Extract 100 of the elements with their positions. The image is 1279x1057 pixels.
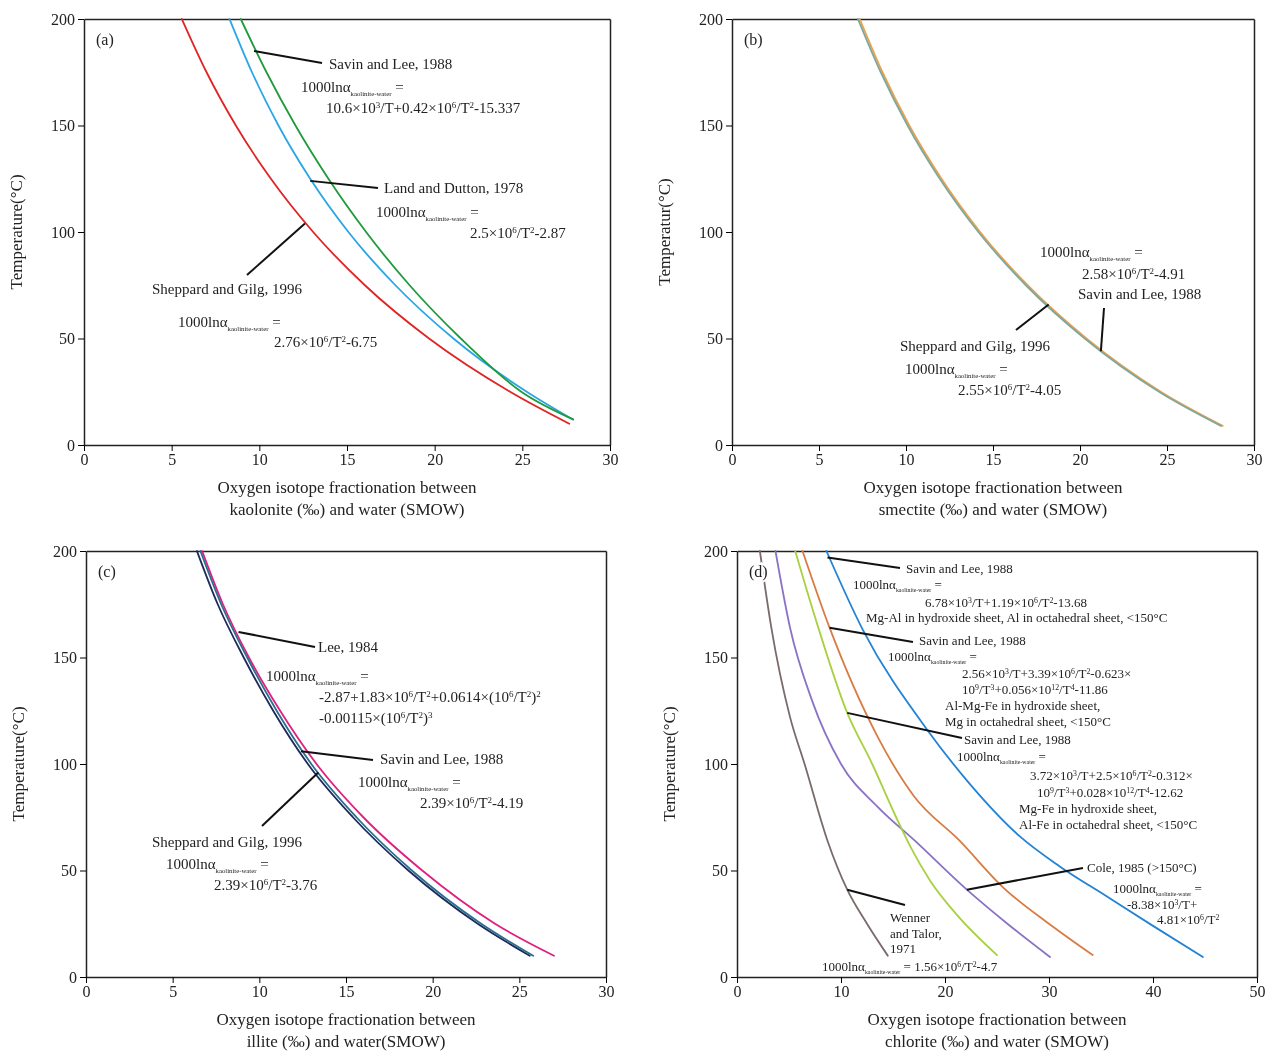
y-tick-label: 150	[704, 649, 728, 667]
x-tick-label: 25	[511, 983, 528, 1001]
y-tick-label: 200	[51, 10, 75, 28]
y-tick-label: 150	[699, 117, 723, 135]
annotation: 3.72×10$^{3}$/T+2.5×10$^{6}$/T$^{2}$-0.312×	[1030, 768, 1193, 783]
y-axis-title: Temperature(°C)	[9, 706, 28, 822]
y-tick-label: 50	[59, 330, 75, 348]
y-tick-label: 0	[69, 968, 77, 986]
x-tick-label: 25	[1159, 451, 1176, 469]
y-tick-label: 0	[67, 436, 75, 454]
x-tick-label: 20	[425, 983, 442, 1001]
y-tick-label: 50	[707, 330, 723, 348]
annotation: 1000lnα$_{kaolinite-water}$ =	[301, 79, 404, 97]
annotation: Sheppard and Gilg, 1996	[152, 281, 303, 297]
annotation: 1000lnα$_{kaolinite-water}$ =	[905, 361, 1008, 379]
x-tick-label: 30	[1246, 451, 1263, 469]
annotation: and Talor,	[890, 926, 942, 941]
y-axis-title: Temperatur(°C)	[655, 178, 674, 286]
annotation: 6.78×10$^{3}$/T+1.19×10$^{6}$/T$^{2}$-13.68	[925, 595, 1087, 610]
annotation: 1000lnα$_{kaolinite-water}$ =	[166, 856, 269, 874]
annotation: Savin and Lee, 1988	[380, 751, 504, 767]
x-tick-label: 5	[169, 983, 178, 1001]
annotation: Land and Dutton, 1978	[384, 180, 524, 196]
annotation: Mg-Fe in hydroxide sheet,	[1019, 801, 1157, 816]
x-tick-label: 20	[1072, 451, 1089, 469]
text: 10$^{9}$/T$^{3}$+0.028×10$^{12}$/T$^{4}$-12.62	[1037, 785, 1184, 800]
x-tick-label: 0	[733, 983, 742, 1001]
annotation: 1000lnα$_{kaolinite-water}$ = 1.56×10$^{6}$/T$^{2}$-4.7	[822, 959, 998, 975]
x-tick-label: 10	[251, 983, 268, 1001]
x-tick-label: 50	[1249, 983, 1266, 1001]
x-tick-label: 40	[1145, 983, 1162, 1001]
line-series	[825, 550, 1204, 958]
y-tick-label: 100	[704, 755, 728, 773]
annotation: -8.38×10$^{3}$/T+	[1127, 897, 1198, 912]
annotation: 4.81×10$^{6}$/T$^{2}$	[1157, 912, 1220, 927]
x-axis-title: Oxygen isotope fractionation between illite (‰) and water(SMOW)	[216, 1010, 477, 1051]
y-tick-label: 0	[715, 436, 723, 454]
annotation: 1000lnα$_{kaolinite-water}$ =	[1113, 881, 1202, 897]
x-axis-title: Oxygen isotope fractionation between kaolonite (‰) and water (SMOW)	[217, 478, 478, 519]
y-tick-label: 200	[704, 542, 728, 560]
annotation: 1000lnα$_{kaolinite-water}$ =	[178, 314, 281, 332]
annotation: Al-Fe in octahedral sheet, <150°C	[1019, 817, 1198, 832]
annotation: 1971	[890, 941, 916, 956]
x-tick-label: 5	[168, 451, 177, 469]
annotation: 2.39×10$^{6}$/T$^{2}$-4.19	[420, 795, 524, 811]
annotation: Savin and Lee, 1988	[329, 56, 453, 72]
y-tick-label: 200	[53, 542, 77, 560]
annotation: 1000lnα$_{kaolinite-water}$ =	[888, 649, 977, 665]
annotation: Savin and Lee, 1988	[964, 732, 1071, 747]
text: -2.87+1.83×10$^{6}$/T$^{2}$+0.0614×(10$^{6}$/T$^{2}$)$^{2}$	[319, 689, 541, 705]
annotation: Mg-Al in hydroxide sheet, Al in octahedral sheet, <150°C	[866, 610, 1168, 625]
annotation: Sheppard and Gilg, 1996	[152, 834, 303, 850]
x-tick-label: 25	[514, 451, 531, 469]
text: (b)	[744, 31, 763, 49]
annotation: 2.58×10$^{6}$/T$^{2}$-4.91	[1082, 266, 1186, 282]
x-tick-label: 30	[598, 983, 615, 1001]
x-axis-title: Oxygen isotope fractionation between smectite (‰) and water (SMOW)	[863, 478, 1124, 519]
annotation: Savin and Lee, 1988	[919, 633, 1026, 648]
x-tick-label: 15	[985, 451, 1002, 469]
annotation: Lee, 1984	[318, 639, 379, 655]
annotation: 1000lnα$_{kaolinite-water}$ =	[957, 749, 1046, 765]
y-tick-label: 100	[51, 223, 75, 241]
annotation: 2.56×10$^{3}$/T+3.39×10$^{6}$/T$^{2}$-0.623×	[962, 666, 1132, 681]
annotation: Savin and Lee, 1988	[1078, 286, 1202, 302]
annotation: 2.5×10$^{6}$/T$^{2}$-2.87	[470, 225, 567, 241]
y-tick-label: 50	[61, 862, 77, 880]
y-tick-label: 200	[699, 10, 723, 28]
annotation: 1000lnα$_{kaolinite-water}$ =	[853, 577, 942, 593]
x-tick-label: 15	[338, 983, 355, 1001]
x-tick-label: 10	[251, 451, 268, 469]
y-tick-label: 150	[51, 117, 75, 135]
x-tick-label: 0	[80, 451, 89, 469]
annotation: -0.00115×(10$^{6}$/T$^{2}$)$^{3}$	[319, 710, 433, 727]
y-tick-label: 100	[699, 223, 723, 241]
annotation: Sheppard and Gilg, 1996	[900, 338, 1051, 354]
x-tick-label: 5	[815, 451, 824, 469]
y-tick-label: 150	[53, 649, 77, 667]
annotation: 1000lnα$_{kaolinite-water}$ =	[358, 774, 461, 792]
annotation: 10.6×10$^{3}$/T+0.42×10$^{6}$/T$^{2}$-15.337	[326, 100, 521, 116]
x-tick-label: 30	[1041, 983, 1058, 1001]
annotation: Al-Mg-Fe in hydroxide sheet,	[945, 698, 1101, 713]
y-tick-label: 50	[712, 862, 728, 880]
text: (a)	[96, 31, 114, 49]
x-axis-title: Oxygen isotope fractionation between chlorite (‰) and water (SMOW)	[867, 1010, 1128, 1051]
annotation: 1000lnα$_{kaolinite-water}$ =	[266, 668, 369, 686]
x-tick-label: 20	[427, 451, 444, 469]
text: (c)	[98, 563, 116, 581]
x-tick-label: 0	[82, 983, 91, 1001]
x-tick-label: 10	[898, 451, 915, 469]
x-tick-label: 20	[937, 983, 954, 1001]
x-tick-label: 10	[833, 983, 850, 1001]
y-axis-title: Temperature(°C)	[7, 174, 26, 290]
annotation: Cole, 1985 (>150°C)	[1087, 860, 1197, 875]
y-tick-label: 100	[53, 755, 77, 773]
y-axis-title: Temperature(°C)	[660, 706, 679, 822]
annotation: 2.76×10$^{6}$/T$^{2}$-6.75	[274, 334, 378, 350]
x-tick-label: 15	[339, 451, 356, 469]
annotation: 2.39×10$^{6}$/T$^{2}$-3.76	[214, 877, 318, 893]
y-tick-label: 0	[720, 968, 728, 986]
annotation: Wenner	[890, 910, 931, 925]
